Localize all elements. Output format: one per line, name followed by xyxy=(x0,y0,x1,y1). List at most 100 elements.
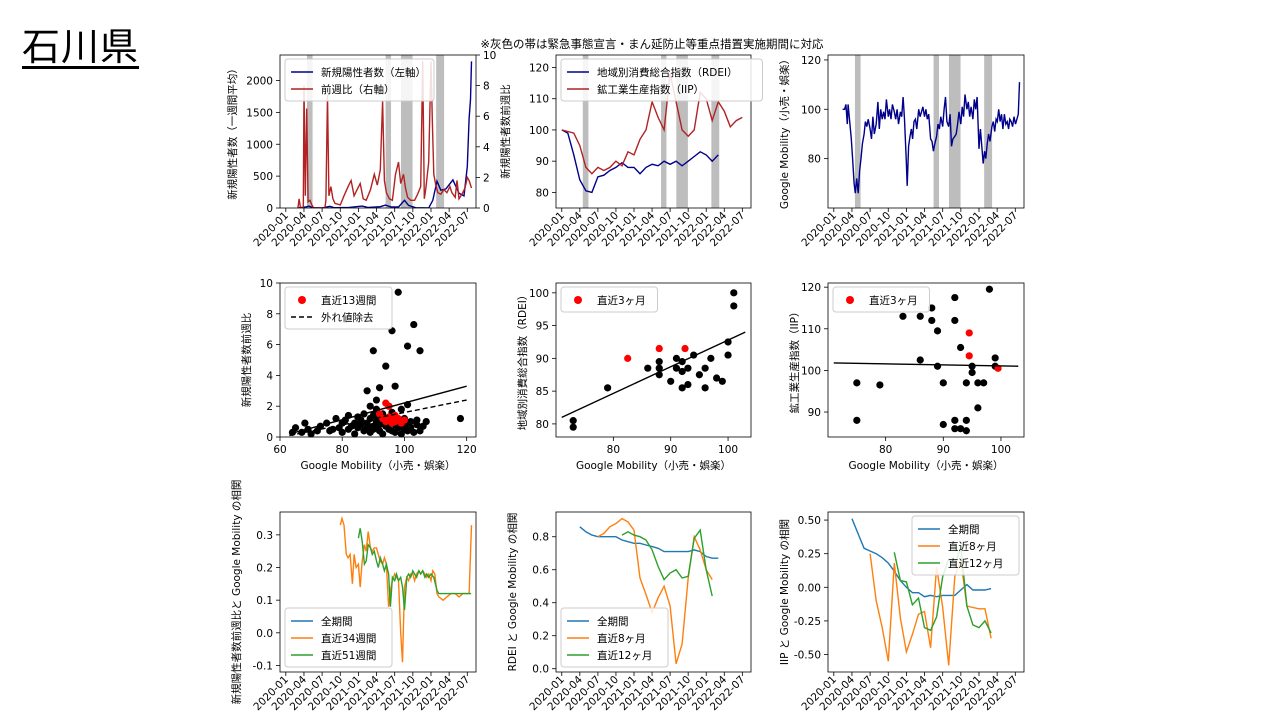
scatter-iip-point xyxy=(956,425,965,433)
scatter-cases-xlabel: Google Mobility（小売・娯楽） xyxy=(300,459,455,472)
scatter-iip-point xyxy=(968,368,976,377)
scatter-rdei-ytick-label: 95 xyxy=(536,321,549,333)
corr-cases-legend-label: 全期間 xyxy=(321,615,353,628)
scatter-rdei-point xyxy=(672,354,681,362)
mobility-ytick-label: 80 xyxy=(808,154,821,166)
scatter-iip-axes-frame xyxy=(827,282,1025,438)
consumption-legend-label: 地域別消費総合指数（RDEI） xyxy=(597,66,738,79)
page-title: 石川県 xyxy=(22,25,140,69)
scatter-iip-point xyxy=(974,379,982,387)
mobility-shade-band xyxy=(854,55,861,208)
scatter-iip-point xyxy=(951,316,959,325)
scatter-rdei-ytick-label: 80 xyxy=(536,419,549,431)
scatter-rdei-point xyxy=(644,364,652,372)
cases-ytick-label: 4 xyxy=(483,142,490,154)
scatter-iip-xtick-label: 80 xyxy=(879,444,892,456)
scatter-rdei-point xyxy=(707,354,715,362)
scatter-iip-xtick-label: 90 xyxy=(937,444,950,456)
scatter-iip-point xyxy=(951,293,959,302)
cases-series-line xyxy=(297,61,473,208)
scatter-rdei-ytick-label: 100 xyxy=(529,288,549,300)
corr-cases-ytick-label: 0.1 xyxy=(256,595,273,607)
corr-iip-legend-label: 全期間 xyxy=(948,523,980,536)
scatter-cases-point xyxy=(375,384,384,392)
scatter-iip-ylabel: 鉱工業生産指数（IIP） xyxy=(788,306,801,413)
consumption-series-line xyxy=(561,129,719,194)
consumption-shade-band xyxy=(582,55,589,208)
scatter-cases-point xyxy=(407,418,415,426)
scatter-iip-chart: 90 100 110 120 80 90 100 Google Mobility（小売・娯楽）… xyxy=(788,282,1025,472)
scatter-rdei-legend-box xyxy=(560,286,658,313)
cases-ytick-label: 1500 xyxy=(246,107,273,119)
scatter-rdei-point xyxy=(569,417,577,425)
scatter-iip-point xyxy=(916,356,924,364)
consumption-ytick-label: 120 xyxy=(529,62,549,74)
cases-ytick-label: 10 xyxy=(483,50,496,62)
cases-legend-label: 新規陽性者数（左軸） xyxy=(321,66,426,79)
cases-ytick-label: 1000 xyxy=(246,139,273,151)
cases-shade-band xyxy=(306,55,313,208)
corr-rdei-ytick-label: 0.0 xyxy=(532,664,549,676)
cases-right-ylabel: 新規陽性者数前週比 xyxy=(499,84,512,179)
consumption-legend-label: 鉱工業生産指数（IIP） xyxy=(597,83,704,96)
corr-rdei-legend-box xyxy=(560,607,669,668)
corr-cases-chart: -0.10.00.10.20.32020-012020-042020-07202… xyxy=(230,480,477,713)
scatter-cases-point xyxy=(422,418,430,426)
corr-iip-ytick-label: 0.00 xyxy=(798,582,821,594)
scatter-rdei-point xyxy=(604,384,612,392)
scatter-cases-point xyxy=(410,320,418,329)
consumption-legend-box xyxy=(560,58,763,102)
corr-iip-ytick-label: 0.25 xyxy=(798,549,821,561)
scatter-rdei-legend-label: 直近3ヶ月 xyxy=(597,294,646,307)
scatter-rdei-point xyxy=(684,364,692,372)
scatter-rdei-recent-point xyxy=(681,344,689,353)
scatter-cases-point xyxy=(416,347,424,355)
cases-ytick-label: 2000 xyxy=(246,76,273,88)
corr-rdei-legend-label: 直近12ヶ月 xyxy=(597,649,652,662)
corr-iip-ytick-label: -0.25 xyxy=(794,616,821,628)
scatter-rdei-point xyxy=(672,364,681,372)
scatter-iip-recent-point xyxy=(965,329,973,337)
corr-cases-ylabel: 新規陽性者数前週比と Google Mobility の相関 xyxy=(230,480,243,705)
scatter-iip-legend-label: 直近3ヶ月 xyxy=(869,294,918,307)
scatter-rdei-point xyxy=(569,423,577,431)
consumption-ytick-label: 100 xyxy=(529,125,549,137)
scatter-cases-ytick-label: 10 xyxy=(260,278,273,290)
cases-chart: 05001000150020000246810新規陽性者数前週比2020-012… xyxy=(226,50,512,249)
scatter-cases-xtick-label: 80 xyxy=(336,444,349,456)
corr-iip-series-line xyxy=(869,553,992,666)
mobility-shade-band xyxy=(948,55,961,208)
consumption-ytick-label: 90 xyxy=(536,156,549,168)
scatter-cases-point xyxy=(357,416,365,424)
consumption-ytick-label: 80 xyxy=(536,187,549,199)
scatter-cases-point xyxy=(291,424,300,432)
cases-legend-box xyxy=(284,58,435,102)
scatter-cases-point xyxy=(413,416,421,424)
mobility-plot-area xyxy=(842,55,1021,208)
consumption-shade-band xyxy=(676,55,688,208)
mobility-chart: 801001202020-012020-042020-072020-102021… xyxy=(778,54,1025,249)
corr-rdei-plot-area xyxy=(579,517,719,665)
cases-shade-band xyxy=(400,55,413,208)
scatter-cases-point xyxy=(351,430,359,438)
scatter-rdei-point xyxy=(718,377,726,385)
scatter-rdei-xtick-label: 100 xyxy=(718,444,738,456)
corr-iip-ylabel: IIP と Google Mobility の相関 xyxy=(778,519,791,665)
scatter-rdei-xlabel: Google Mobility（小売・娯楽） xyxy=(576,459,731,472)
corr-cases-plot-area xyxy=(339,515,473,663)
corr-iip-ytick-label: -0.50 xyxy=(794,650,821,662)
scatter-cases-fit-dashed-line xyxy=(289,399,467,437)
scatter-iip-ytick-label: 100 xyxy=(801,365,821,377)
cases-ytick-label: 500 xyxy=(253,171,273,183)
scatter-rdei-point xyxy=(730,302,738,310)
mobility-axes-frame xyxy=(827,54,1025,209)
scatter-cases-point xyxy=(372,396,381,404)
corr-rdei-legend-label: 全期間 xyxy=(597,615,629,628)
corr-rdei-ylabel: RDEI と Google Mobility の相関 xyxy=(506,513,519,672)
consumption-ytick-label: 110 xyxy=(529,94,549,106)
scatter-rdei-point xyxy=(695,371,703,379)
scatter-cases-point xyxy=(382,362,390,370)
scatter-cases-ytick-label: 0 xyxy=(266,432,273,444)
scatter-cases-ylabel: 新規陽性者数前週比 xyxy=(240,313,253,408)
scatter-iip-recent-point xyxy=(965,352,973,360)
